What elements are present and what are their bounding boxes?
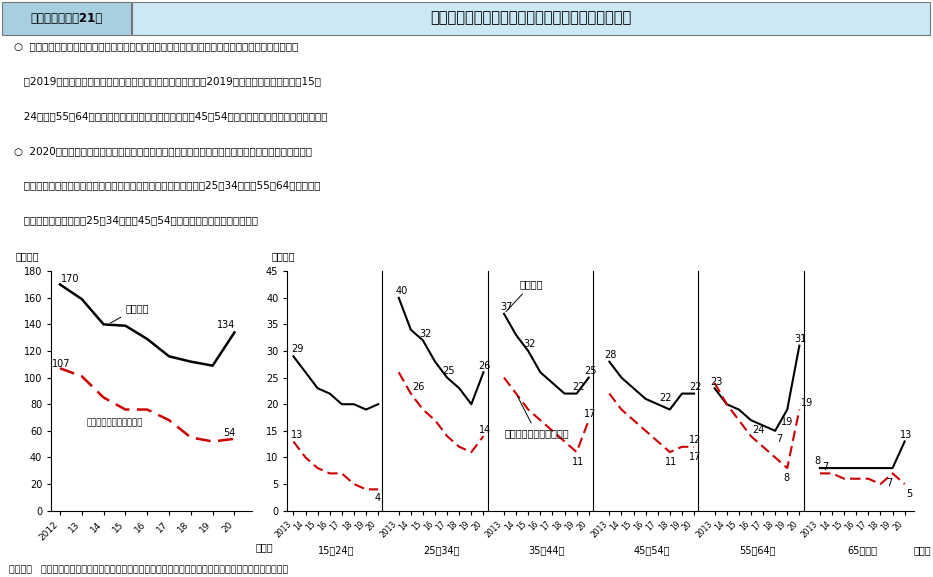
Text: 35～44歳: 35～44歳 xyxy=(528,545,564,555)
Text: 54: 54 xyxy=(224,428,236,438)
Text: 15～24歳: 15～24歳 xyxy=(317,545,354,555)
Text: 26: 26 xyxy=(412,382,425,392)
Text: 層で、長期失業者は「25～34歳」「45～54歳」の年齢層で増加している。: 層で、長期失業者は「25～34歳」「45～54歳」の年齢層で増加している。 xyxy=(14,215,258,225)
Text: 大きく増加している。年齢階級別では、１年未満失業者は特に「25～34歳」「55～64歳」の年齢: 大きく増加している。年齢階級別では、１年未満失業者は特に「25～34歳」「55～… xyxy=(14,181,320,190)
Text: 170: 170 xyxy=(62,274,79,284)
Text: 23: 23 xyxy=(710,377,722,387)
Text: 14: 14 xyxy=(479,425,491,434)
Text: 5: 5 xyxy=(906,489,912,499)
Text: （年）: （年） xyxy=(256,542,273,552)
Text: 11: 11 xyxy=(665,457,677,467)
Text: 11: 11 xyxy=(572,457,584,467)
Text: 32: 32 xyxy=(523,339,536,350)
Text: 107: 107 xyxy=(51,359,70,369)
Text: 40: 40 xyxy=(395,286,408,296)
Text: 55～64歳: 55～64歳 xyxy=(739,545,775,555)
Text: 7: 7 xyxy=(886,478,893,488)
Text: （万人）: （万人） xyxy=(15,252,38,261)
Text: 年齢階級別・失業期間別にみた完全失業者数の推移: 年齢階級別・失業期間別にみた完全失業者数の推移 xyxy=(430,10,632,25)
Text: 25: 25 xyxy=(584,366,596,376)
Text: 4: 4 xyxy=(374,493,381,503)
Text: 24: 24 xyxy=(752,425,764,434)
Text: 22: 22 xyxy=(659,392,672,403)
Text: 8: 8 xyxy=(814,456,820,466)
Text: １年未満: １年未満 xyxy=(110,303,149,323)
Text: 45～54歳: 45～54歳 xyxy=(634,545,670,555)
Text: 28: 28 xyxy=(605,350,617,360)
Text: 7: 7 xyxy=(822,462,829,472)
Text: 8: 8 xyxy=(784,473,789,483)
Text: 17: 17 xyxy=(689,452,702,462)
Text: ○  失業期間別の完全失業者数の推移をみると、年齢計では長期失業者数、１年未満失業者数はとも: ○ 失業期間別の完全失業者数の推移をみると、年齢計では長期失業者数、１年未満失業… xyxy=(14,42,299,51)
Text: （年）: （年） xyxy=(913,545,931,555)
Text: 134: 134 xyxy=(217,320,235,331)
Text: 22: 22 xyxy=(689,382,702,392)
Text: 19: 19 xyxy=(801,398,813,408)
Text: １年未満: １年未満 xyxy=(506,279,543,312)
Text: １年以上（長期失業者）: １年以上（長期失業者） xyxy=(86,418,143,428)
Bar xyxy=(132,2,930,35)
Text: 25: 25 xyxy=(442,366,454,376)
Text: に2019年まで減少傾向が続いていた。年齢階級別にみると、2019年には、長期失業者が「15～: に2019年まで減少傾向が続いていた。年齢階級別にみると、2019年には、長期失… xyxy=(14,76,321,86)
Bar xyxy=(2,2,131,35)
Text: ○  2020年には、年齢計で長期失業者、１年未満失業者がともに増加したが、１年未満失業者の方が: ○ 2020年には、年齢計で長期失業者、１年未満失業者がともに増加したが、１年未… xyxy=(14,146,312,156)
Text: 29: 29 xyxy=(291,344,303,354)
Text: 17: 17 xyxy=(584,409,596,418)
Text: 13: 13 xyxy=(899,430,912,440)
Text: （万人）: （万人） xyxy=(272,252,295,261)
Text: 22: 22 xyxy=(572,382,584,392)
Text: 第１－（２）－21図: 第１－（２）－21図 xyxy=(30,12,103,24)
Text: 12: 12 xyxy=(689,435,702,445)
Text: 24歳」「55～64歳」の年齢層で、１年未満失業者が「45～54歳」の年齢層でそれぞれ増加した。: 24歳」「55～64歳」の年齢層で、１年未満失業者が「45～54歳」の年齢層でそ… xyxy=(14,111,327,121)
Text: 資料出所   総務省統計局「労働力調査（詳細集計）」をもとに厚生労働省政策統括官付政策統括室にて作成: 資料出所 総務省統計局「労働力調査（詳細集計）」をもとに厚生労働省政策統括官付政… xyxy=(9,565,288,574)
Text: 26: 26 xyxy=(479,361,491,370)
Text: 19: 19 xyxy=(781,417,793,426)
Text: １年以上（長期失業者）: １年以上（長期失業者） xyxy=(504,396,568,438)
Text: 13: 13 xyxy=(291,430,303,440)
Text: 25～34歳: 25～34歳 xyxy=(423,545,459,555)
Text: 7: 7 xyxy=(776,434,783,444)
Text: 37: 37 xyxy=(500,302,513,312)
Text: 31: 31 xyxy=(795,334,807,344)
Text: 32: 32 xyxy=(419,329,432,339)
Text: 65歳以上: 65歳以上 xyxy=(847,545,877,555)
